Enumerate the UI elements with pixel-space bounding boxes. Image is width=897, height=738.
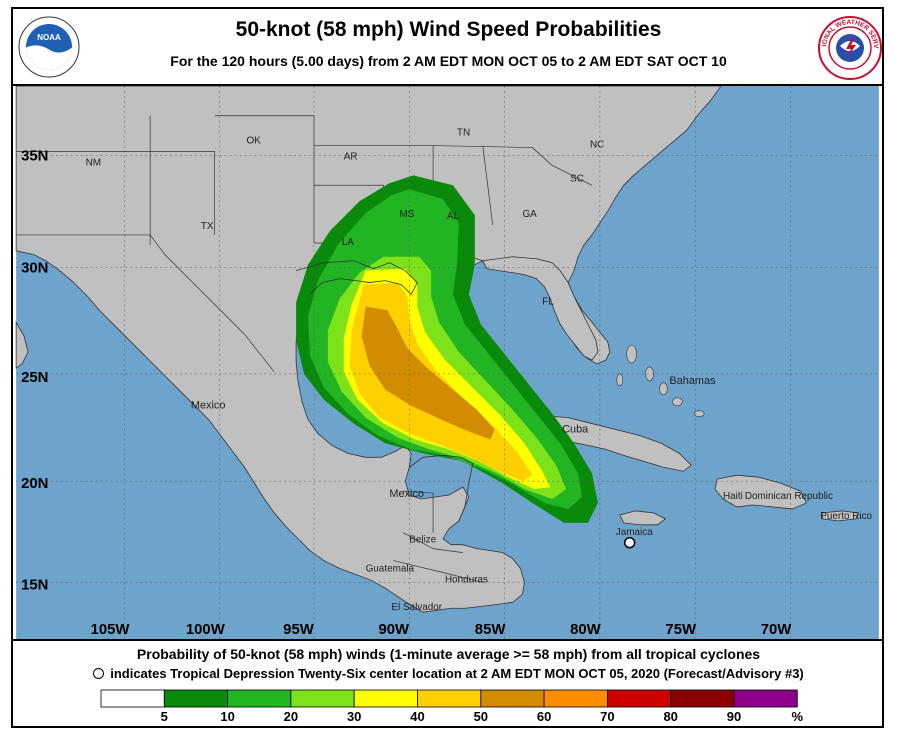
label-jamaica: Jamaica (616, 527, 653, 538)
page-subtitle: For the 120 hours (5.00 days) from 2 AM … (170, 53, 727, 69)
colorbar-swatch (290, 689, 355, 708)
storm-center-marker (623, 536, 636, 549)
label-al: AL (447, 211, 460, 222)
lon-label-80w: 80W (570, 622, 602, 638)
label-ar: AR (344, 151, 358, 162)
hispaniola (714, 474, 807, 510)
lat-label-35n: 35N (21, 148, 48, 164)
label-ga: GA (522, 209, 537, 220)
colorbar-label: 60 (537, 709, 551, 724)
colorbar-label: 20 (284, 709, 298, 724)
label-bahamas: Bahamas (669, 375, 716, 387)
label-nc: NC (590, 140, 604, 151)
probability-swath (296, 175, 598, 523)
colorbar-swatch (100, 689, 165, 708)
colorbar-swatches (100, 689, 798, 708)
label-mexico: Mexico (191, 400, 226, 412)
label-dominican-republic: Dominican Republic (745, 491, 833, 502)
label-ms: MS (399, 209, 414, 220)
jamaica (619, 510, 667, 526)
colorbar-labels: 5 10 20 30 40 50 60 70 80 90% (161, 709, 804, 724)
label-belize: Belize (409, 535, 436, 546)
colorbar-swatch (227, 689, 292, 708)
colorbar-swatch (163, 689, 229, 708)
noaa-logo: NOAA (18, 16, 80, 78)
caption-probability: Probability of 50-knot (58 mph) winds (1… (136, 646, 761, 662)
bahamas (616, 344, 705, 417)
lon-label-95w: 95W (283, 622, 315, 638)
label-cuba: Cuba (562, 423, 589, 435)
label-puerto-rico: Puerto Rico (820, 511, 872, 522)
florida (482, 256, 599, 361)
label-la: LA (342, 237, 355, 248)
lon-label-75w: 75W (665, 622, 697, 638)
colorbar-label: 70 (600, 709, 614, 724)
storm-marker-legend-icon (93, 668, 105, 680)
lat-label-30n: 30N (21, 261, 48, 277)
yucatan-outline (409, 454, 474, 522)
lat-label-20n: 20N (21, 476, 48, 492)
colorbar-swatch (543, 689, 608, 708)
colorbar-swatch (417, 689, 482, 708)
lon-label-105w: 105W (91, 622, 131, 638)
probability-colorbar: 5 10 20 30 40 50 60 70 80 90% (100, 689, 804, 724)
colorbar-label: 30 (347, 709, 361, 724)
label-nm: NM (86, 157, 101, 168)
colorbar-swatch (733, 689, 798, 708)
label-tx: TX (201, 221, 214, 232)
lon-label-100w: 100W (186, 622, 226, 638)
probability-map: 35N 30N 25N 20N 15N 105W 100W 95W 90W 85… (13, 84, 882, 641)
colorbar-swatch (606, 689, 672, 708)
place-labels: NM OK AR TN NC SC MS AL GA TX LA FL Mexi… (86, 128, 873, 614)
lon-label-85w: 85W (475, 622, 507, 638)
svg-text:NOAA: NOAA (37, 33, 61, 42)
swath-50pct (361, 306, 495, 440)
colorbar-label: 10 (220, 709, 234, 724)
lat-label-25n: 25N (21, 370, 48, 386)
lon-label-90w: 90W (378, 622, 410, 638)
colorbar-label: 90 (727, 709, 741, 724)
label-honduras: Honduras (445, 574, 488, 585)
colorbar-label: % (792, 709, 804, 724)
nws-logo: NATIONAL WEATHER SERVICE (818, 16, 882, 80)
label-haiti: Haiti (723, 491, 743, 502)
colorbar-label: 80 (663, 709, 677, 724)
north-america-land (15, 86, 722, 613)
colorbar-label: 40 (410, 709, 424, 724)
colorbar-label: 5 (161, 709, 168, 724)
colorbar-swatch (670, 689, 735, 708)
label-ok: OK (246, 136, 261, 147)
puerto-rico (821, 510, 859, 522)
label-tn: TN (457, 128, 470, 139)
caption-storm-location-text: indicates Tropical Depression Twenty-Six… (110, 666, 804, 681)
colorbar-swatch (480, 689, 545, 708)
colorbar-label: 50 (474, 709, 488, 724)
label-mexico-yucatan: Mexico (389, 488, 424, 500)
gulf-coast-outline (295, 260, 418, 296)
page-title: 50-knot (58 mph) Wind Speed Probabilitie… (235, 18, 662, 41)
caption-storm-location: indicates Tropical Depression Twenty-Six… (0, 666, 897, 681)
colorbar-swatch (353, 689, 418, 708)
label-fl: FL (542, 296, 554, 307)
lat-label-15n: 15N (21, 577, 48, 593)
label-el-salvador: El Salvador (391, 602, 442, 613)
label-sc: SC (570, 173, 584, 184)
baja-california (15, 320, 29, 369)
label-guatemala: Guatemala (366, 563, 415, 574)
lon-label-70w: 70W (761, 622, 793, 638)
